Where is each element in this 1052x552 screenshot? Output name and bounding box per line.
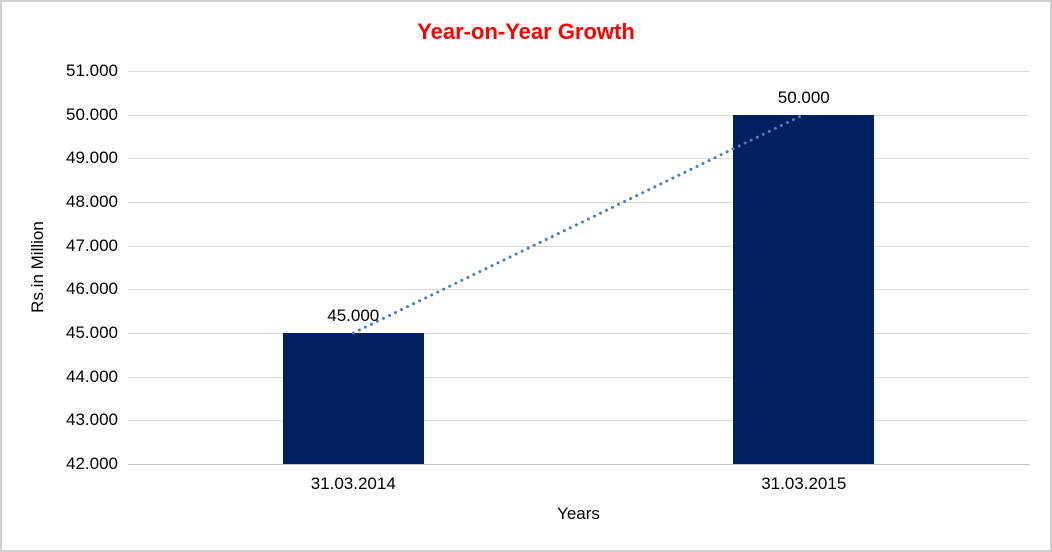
gridline	[128, 114, 1029, 116]
y-tick-label: 44.000	[66, 366, 118, 386]
bar	[282, 333, 424, 464]
y-tick-label: 50.000	[66, 104, 118, 124]
x-category-label: 31.03.2015	[761, 474, 847, 493]
bar	[733, 114, 875, 464]
y-tick-label: 45.000	[66, 323, 118, 342]
gridline	[128, 289, 1029, 291]
gridline	[128, 158, 1029, 160]
bar-value-label: 45.000	[327, 306, 380, 325]
y-tick-label: 47.000	[66, 235, 118, 255]
x-axis-title: Years	[557, 504, 600, 523]
gridline	[128, 245, 1029, 247]
y-tick-label: 51.000	[66, 61, 118, 80]
x-category-label: 31.03.2014	[310, 474, 396, 493]
gridline	[128, 71, 1029, 72]
gridline	[128, 376, 1029, 378]
y-tick-label: 43.000	[66, 410, 118, 430]
y-tick-label: 49.000	[66, 148, 118, 168]
gridline	[128, 420, 1029, 422]
plot-area	[128, 71, 1029, 465]
y-tick-label: 46.000	[66, 279, 118, 299]
gridline	[128, 202, 1029, 203]
y-tick-label: 42.000	[66, 454, 118, 473]
y-axis-title: Rs.in Million	[28, 221, 47, 313]
bar-value-label: 50.000	[777, 87, 830, 107]
y-tick-label: 48.000	[66, 192, 118, 211]
x-axis-line	[128, 464, 1029, 465]
chart-title: Year-on-Year Growth	[417, 19, 635, 44]
gridline	[128, 333, 1029, 334]
